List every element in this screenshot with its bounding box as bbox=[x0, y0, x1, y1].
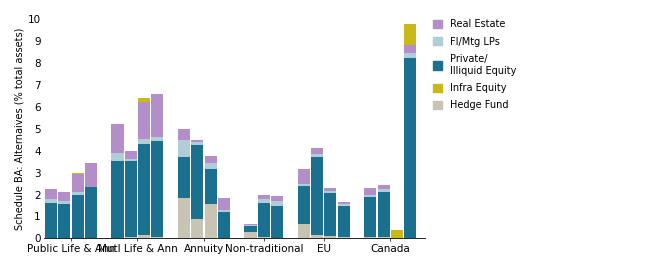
Bar bbox=[45, 199, 57, 203]
Bar bbox=[204, 163, 216, 169]
Bar bbox=[111, 124, 123, 153]
Bar bbox=[191, 219, 203, 238]
Bar bbox=[178, 129, 190, 140]
Bar bbox=[391, 230, 403, 238]
Bar bbox=[178, 140, 190, 157]
Bar bbox=[125, 160, 137, 161]
Bar bbox=[271, 206, 283, 238]
Bar bbox=[111, 153, 123, 161]
Bar bbox=[364, 237, 377, 238]
Bar bbox=[125, 161, 137, 237]
Bar bbox=[72, 174, 84, 192]
Bar bbox=[218, 198, 230, 210]
Bar bbox=[404, 45, 416, 53]
Bar bbox=[324, 191, 336, 193]
Bar bbox=[85, 163, 97, 187]
Bar bbox=[377, 192, 390, 237]
Bar bbox=[72, 192, 84, 194]
Bar bbox=[258, 203, 270, 237]
Bar bbox=[245, 232, 257, 238]
Bar bbox=[151, 137, 163, 141]
Bar bbox=[258, 194, 270, 199]
Bar bbox=[297, 183, 310, 186]
Bar bbox=[364, 188, 377, 194]
Bar bbox=[151, 94, 163, 137]
Bar bbox=[297, 224, 310, 238]
Bar bbox=[138, 235, 150, 238]
Bar bbox=[324, 236, 336, 238]
Bar bbox=[338, 237, 350, 238]
Bar bbox=[404, 58, 416, 238]
Bar bbox=[151, 237, 163, 238]
Bar bbox=[58, 204, 70, 238]
Bar bbox=[245, 224, 257, 225]
Bar bbox=[72, 194, 84, 238]
Bar bbox=[191, 142, 203, 145]
Bar bbox=[45, 189, 57, 199]
Bar bbox=[377, 237, 390, 238]
Bar bbox=[377, 185, 390, 189]
Bar bbox=[218, 210, 230, 212]
Bar bbox=[178, 198, 190, 238]
Bar bbox=[138, 98, 150, 102]
Bar bbox=[138, 102, 150, 139]
Bar bbox=[364, 194, 377, 197]
Bar bbox=[204, 169, 216, 204]
Bar bbox=[338, 204, 350, 206]
Bar bbox=[178, 157, 190, 198]
Bar bbox=[191, 140, 203, 142]
Bar bbox=[324, 193, 336, 236]
Bar bbox=[204, 204, 216, 238]
Bar bbox=[364, 197, 377, 237]
Bar bbox=[138, 144, 150, 235]
Bar bbox=[258, 199, 270, 203]
Bar bbox=[72, 173, 84, 174]
Bar bbox=[191, 145, 203, 219]
Bar bbox=[311, 154, 323, 157]
Bar bbox=[151, 141, 163, 237]
Bar bbox=[297, 186, 310, 224]
Bar bbox=[271, 201, 283, 206]
Bar bbox=[245, 226, 257, 232]
Bar bbox=[58, 192, 70, 201]
Bar bbox=[85, 187, 97, 238]
Bar bbox=[404, 53, 416, 58]
Bar bbox=[245, 225, 257, 226]
Bar bbox=[58, 201, 70, 204]
Bar bbox=[45, 203, 57, 238]
Bar bbox=[218, 212, 230, 238]
Bar bbox=[297, 169, 310, 183]
Bar bbox=[404, 24, 416, 45]
Bar bbox=[125, 151, 137, 160]
Bar bbox=[258, 237, 270, 238]
Y-axis label: Schedule BA: Alternaives (% total assets): Schedule BA: Alternaives (% total assets… bbox=[15, 27, 25, 230]
Bar bbox=[111, 161, 123, 238]
Bar bbox=[311, 148, 323, 154]
Bar bbox=[324, 188, 336, 191]
Bar bbox=[125, 237, 137, 238]
Bar bbox=[311, 235, 323, 238]
Bar bbox=[338, 206, 350, 237]
Bar bbox=[271, 196, 283, 201]
Bar bbox=[138, 139, 150, 144]
Bar bbox=[377, 189, 390, 192]
Bar bbox=[204, 156, 216, 163]
Bar bbox=[338, 202, 350, 204]
Legend: Real Estate, FI/Mtg LPs, Private/
Illiquid Equity, Infra Equity, Hedge Fund: Real Estate, FI/Mtg LPs, Private/ Illiqu… bbox=[433, 19, 517, 110]
Bar bbox=[311, 157, 323, 235]
